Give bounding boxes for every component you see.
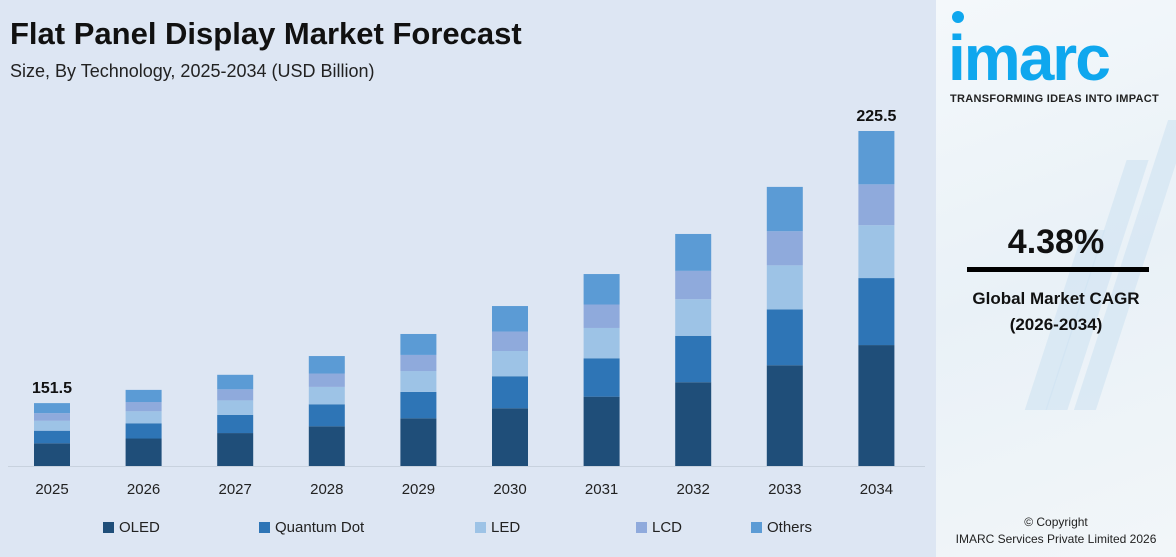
bar-segment-oled-2028 [308, 426, 345, 466]
bar-segment-led-2033 [766, 265, 803, 310]
x-tick-label: 2034 [860, 481, 893, 498]
legend-item-lcd: LCD [636, 519, 682, 536]
copyright-company: IMARC Services Private Limited 2026 [955, 532, 1157, 546]
bar-segment-quantum-dot-2034 [858, 278, 895, 346]
bar-segment-quantum-dot-2033 [766, 309, 803, 366]
bar-segment-quantum-dot-2030 [492, 376, 528, 409]
bar-segment-oled-2032 [675, 382, 712, 466]
bar-segment-others-2030 [492, 306, 528, 332]
bar-segment-oled-2026 [125, 438, 162, 466]
total-label-2025: 151.5 [32, 380, 72, 397]
legend-label: LED [491, 519, 521, 536]
x-tick-label: 2033 [768, 481, 801, 498]
imarc-logo: imarc [948, 22, 1111, 94]
x-tick-label: 2030 [493, 481, 526, 498]
bar-segment-lcd-2031 [583, 304, 620, 328]
legend-item-others: Others [751, 519, 812, 536]
legend-label: OLED [119, 519, 160, 536]
bar-segment-others-2033 [766, 186, 803, 232]
bar-segment-led-2032 [675, 299, 712, 336]
legend-swatch [751, 522, 762, 533]
total-label-2034: 225.5 [856, 108, 896, 125]
cagr-period: (2026-2034) [1009, 315, 1103, 334]
legend-swatch [259, 522, 270, 533]
bar-segment-others-2034 [858, 131, 895, 185]
copyright: © Copyright IMARC Services Private Limit… [936, 514, 1176, 548]
chart-title: Flat Panel Display Market Forecast [10, 16, 522, 51]
bar-segment-lcd-2028 [308, 373, 345, 387]
logo-dot [952, 11, 964, 23]
bar-segment-others-2029 [400, 333, 437, 355]
cagr-label-text: Global Market CAGR [972, 289, 1140, 308]
legend-item-quantum-dot: Quantum Dot [259, 519, 364, 536]
bar-segment-quantum-dot-2029 [400, 391, 437, 419]
cagr-value: 4.38% [1007, 223, 1105, 261]
bar-segment-lcd-2033 [766, 231, 803, 266]
bar-segment-others-2025 [34, 403, 70, 414]
bar-segment-quantum-dot-2026 [125, 423, 162, 439]
bar-segment-lcd-2025 [34, 413, 70, 421]
bar-segment-others-2031 [583, 274, 620, 305]
bar-segment-oled-2034 [858, 345, 895, 466]
cagr-divider [967, 267, 1149, 272]
stacked-bar-plot: 2025 151.5 2026 2027 2028 2029 2030 2031 2032 203… [8, 108, 925, 498]
bar-segment-oled-2027 [217, 433, 254, 466]
bar-segment-oled-2033 [766, 365, 803, 466]
bar-segment-oled-2025 [34, 443, 70, 466]
bar-segment-lcd-2027 [217, 389, 254, 401]
chart-subtitle: Size, By Technology, 2025-2034 (USD Bill… [10, 61, 375, 81]
x-tick-label: 2027 [219, 481, 252, 498]
bar-segment-led-2030 [492, 350, 528, 377]
legend-item-oled: OLED [103, 519, 160, 536]
legend-swatch [636, 522, 647, 533]
x-tick-label: 2026 [127, 481, 160, 498]
legend-item-led: LED [475, 519, 520, 536]
legend-label: LCD [652, 519, 683, 536]
bar-segment-quantum-dot-2025 [34, 430, 70, 444]
x-tick-label: 2029 [402, 481, 435, 498]
bar-segment-others-2027 [217, 374, 254, 390]
x-tick-label: 2031 [585, 481, 618, 498]
bar-segment-led-2025 [34, 420, 70, 431]
bar-segment-others-2028 [308, 356, 345, 374]
bar-segment-lcd-2030 [492, 331, 528, 351]
bar-segment-oled-2030 [492, 408, 528, 466]
x-tick-label: 2025 [35, 481, 68, 498]
bar-segment-lcd-2029 [400, 354, 437, 372]
bar-segment-lcd-2026 [125, 402, 162, 412]
legend-swatch [103, 522, 114, 533]
legend-label: Others [767, 519, 813, 536]
bar-segment-quantum-dot-2031 [583, 358, 620, 397]
bar-segment-lcd-2032 [675, 270, 712, 300]
chart-area: Flat Panel Display Market Forecast Size,… [8, 16, 925, 536]
logo-tagline: TRANSFORMING IDEAS INTO IMPACT [950, 93, 1160, 105]
bar-segment-led-2026 [125, 411, 162, 424]
bar-segment-quantum-dot-2032 [675, 335, 712, 383]
bar-segment-led-2029 [400, 371, 437, 392]
x-tick-label: 2032 [677, 481, 710, 498]
bar-segment-oled-2029 [400, 418, 437, 466]
legend-label: Quantum Dot [275, 519, 365, 536]
bar-segment-led-2027 [217, 400, 254, 415]
bar-segment-oled-2031 [583, 396, 620, 466]
bar-segment-quantum-dot-2027 [217, 414, 254, 434]
bar-segment-others-2032 [675, 233, 712, 271]
bar-segment-led-2028 [308, 386, 345, 405]
bar-segment-led-2034 [858, 225, 895, 279]
bar-segment-others-2026 [125, 389, 162, 403]
cagr-label: Global Market CAGR (2026-2034) [936, 286, 1176, 338]
bar-segment-lcd-2034 [858, 184, 895, 226]
side-panel: imarc TRANSFORMING IDEAS INTO IMPACT 4.3… [936, 0, 1176, 557]
bar-segment-led-2031 [583, 327, 620, 359]
copyright-label: © Copyright [1024, 515, 1088, 529]
legend-swatch [475, 522, 486, 533]
x-tick-label: 2028 [310, 481, 343, 498]
bar-segment-quantum-dot-2028 [308, 404, 345, 427]
